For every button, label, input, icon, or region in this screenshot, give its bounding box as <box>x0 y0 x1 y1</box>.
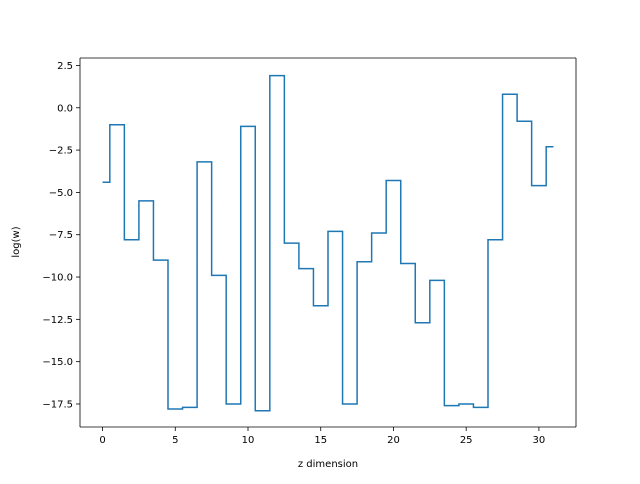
y-tick-label: −5.0 <box>49 188 73 199</box>
y-tick-label: −12.5 <box>42 315 73 326</box>
x-tick-label: 30 <box>533 435 546 446</box>
series-line-0 <box>102 74 554 412</box>
y-tick-label: −2.5 <box>49 146 73 157</box>
y-tick-label: −17.5 <box>42 399 73 410</box>
plot-area <box>102 74 554 412</box>
x-tick-label: 20 <box>387 435 400 446</box>
y-tick-label: 2.5 <box>57 61 73 72</box>
y-axis-label: log(w) <box>11 226 22 257</box>
x-tick-label: 0 <box>99 435 105 446</box>
x-tick-label: 25 <box>460 435 473 446</box>
x-axis-label: z dimension <box>298 459 358 470</box>
axes: 0 5 10 15 20 25 30 2.5 0.0 −2.5 −5.0 −7.5 −10.0 −12.5… <box>42 57 577 446</box>
y-tick-label: −10.0 <box>42 273 73 284</box>
y-tick-label: 0.0 <box>57 103 73 114</box>
x-tick-label: 5 <box>172 435 178 446</box>
x-tick-label: 15 <box>314 435 327 446</box>
x-tick-label: 10 <box>242 435 255 446</box>
y-tick-label: −15.0 <box>42 357 73 368</box>
y-tick-label: −7.5 <box>49 230 73 241</box>
